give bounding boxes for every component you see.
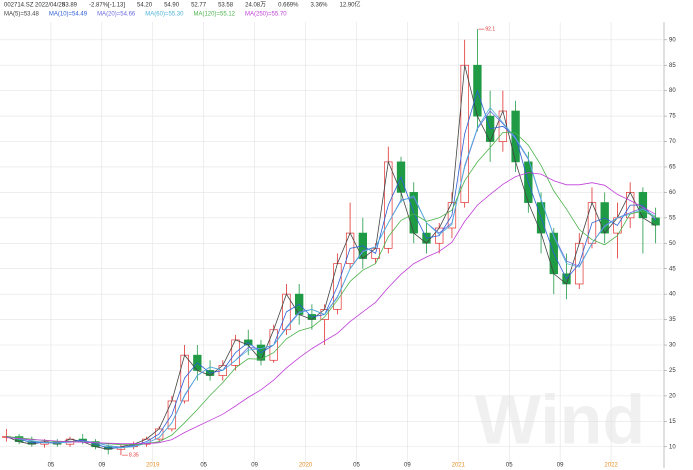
header-item: -2.87%[-1.13] [89, 3, 125, 9]
annotation: 92.1 [485, 26, 495, 32]
y-tick-label: 20 [669, 393, 676, 399]
header-item: 0.669% [278, 3, 299, 9]
annotation: 8.35 [129, 452, 139, 458]
header-item: 53.58 [218, 3, 234, 9]
x-tick-label: 05 [353, 463, 360, 469]
header-item: 52.77 [191, 3, 207, 9]
header-item: 54.20 [137, 3, 153, 9]
legend-entry: MA(10)=54.49 [49, 12, 88, 18]
x-tick-label: 09 [251, 463, 258, 469]
y-tick-label: 65 [669, 165, 676, 171]
y-tick-label: 70 [669, 139, 676, 145]
x-tick-label: 2019 [146, 463, 160, 469]
legend-entry: MA(120)=55.12 [193, 12, 235, 18]
y-tick-label: 35 [669, 317, 676, 323]
x-tick-label: 09 [557, 463, 564, 469]
ma-line [6, 106, 656, 449]
header-item: 3.36% [310, 3, 328, 9]
legend-entry: MA(5)=53.48 [4, 12, 40, 18]
y-tick-label: 30 [669, 343, 676, 349]
ma-line [6, 131, 656, 446]
candle-body [651, 217, 660, 226]
y-tick-label: 15 [669, 419, 676, 425]
y-tick-label: 25 [669, 368, 676, 374]
x-tick-label: 05 [48, 463, 55, 469]
header-code: 002714.SZ 2022/04/28 [4, 3, 66, 9]
x-tick-label: 2022 [604, 463, 618, 469]
header-item: 54.90 [164, 3, 180, 9]
x-tick-label: 2021 [452, 463, 466, 469]
y-tick-label: 75 [669, 114, 676, 120]
ma-line [6, 89, 656, 449]
y-tick-label: 10 [669, 444, 676, 450]
x-tick-label: 05 [200, 463, 207, 469]
y-tick-label: 50 [669, 241, 676, 247]
header-item: 53.89 [62, 3, 78, 9]
y-tick-label: 45 [669, 266, 676, 272]
legend-entry: MA(250)=55.70 [245, 12, 287, 18]
ma-line [6, 172, 656, 445]
x-tick-label: 05 [506, 463, 513, 469]
header-item: 24.08万 [245, 2, 266, 9]
y-tick-label: 85 [669, 63, 676, 69]
x-tick-label: 2020 [299, 463, 313, 469]
y-tick-label: 40 [669, 292, 676, 298]
y-tick-label: 80 [669, 88, 676, 94]
header-item: 12.90亿 [340, 1, 361, 9]
y-tick-label: 90 [669, 37, 676, 43]
y-tick-label: 60 [669, 190, 676, 196]
legend-entry: MA(60)=55.30 [145, 12, 184, 18]
x-tick-label: 09 [99, 463, 106, 469]
y-tick-label: 55 [669, 215, 676, 221]
legend-entry: MA(20)=54.66 [97, 12, 136, 18]
x-tick-label: 09 [404, 463, 411, 469]
